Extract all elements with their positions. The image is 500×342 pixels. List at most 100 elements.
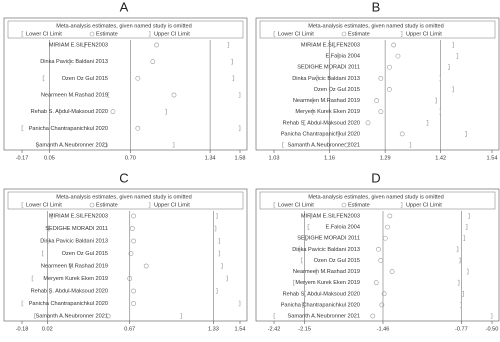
upper-ci-marker [226,275,228,282]
legend-box [7,20,244,39]
upper-ci-marker [457,279,460,286]
study-label: Rehab S. Abdul-Maksoud 2020 [31,109,108,115]
study-label: Dinka Pavicic Baldani 2013 [292,247,360,253]
lower-ci-marker [69,263,72,269]
legend-symbol [89,202,95,208]
study-label: SEDIGHE MORADI 2011 [45,226,108,232]
legend-symbol [148,202,151,208]
study-label: Ozen Oz Gul 2015 [314,87,360,93]
study-label: Nearmeen M.Rashad 2019 [293,98,360,104]
study-label: SEDIGHE MORADI 2011 [297,236,360,242]
upper-ci-marker [467,213,470,219]
lower-ci-marker [21,125,24,132]
estimate-marker [391,42,397,48]
upper-ci-marker [238,92,241,98]
legend-item: Lower CI Limit [21,202,62,208]
legend-box [7,191,244,210]
estimate-marker [370,313,376,319]
panel-letter: C [119,170,128,185]
lower-ci-marker [83,42,86,48]
estimate-marker [378,109,384,115]
upper-ci-marker [490,313,493,319]
legend-label: Upper CI Limit [406,31,442,37]
upper-ci-marker [466,268,469,275]
upper-ci-marker [439,75,442,82]
lower-ci-marker [59,108,61,115]
upper-ci-marker [214,225,217,232]
upper-ci-marker [439,108,442,115]
estimate-marker [387,64,392,70]
upper-ci-marker [227,42,230,48]
upper-ci-marker [232,75,235,82]
legend-item: Lower CI Limit [273,202,314,208]
estimate-marker [110,109,116,115]
study-label: MIRIAM E.SILFEN2003 [49,42,108,48]
estimate-marker [131,238,136,244]
x-tick-label: -0.77 [455,326,468,332]
lower-ci-marker [303,119,306,126]
estimate-marker [395,53,401,59]
panel: C Meta-analysis estimates, given named st… [3,170,248,332]
lower-ci-marker [305,235,308,242]
upper-ci-marker [452,86,454,93]
study-label: E.Faloia 2004 [325,225,360,231]
estimate-marker [105,313,111,319]
plot-frame [255,188,500,322]
legend-label: Estimate [96,31,118,37]
lower-ci-marker [293,279,295,286]
plot-frame [3,17,248,151]
upper-ci-marker [215,213,218,219]
study-label: Nearmeen M.Rashad 2019 [293,269,360,275]
x-tick-label: 1.03 [269,155,280,161]
legend-label: Lower CI Limit [26,202,62,208]
legend-label: Upper CI Limit [406,202,442,208]
legend-title: Meta-analysis estimates, given named stu… [56,23,192,29]
lower-ci-marker [315,268,318,275]
estimate-marker [379,302,385,308]
lower-ci-marker [36,142,39,148]
estimate-marker [385,224,390,230]
study-label: Dinka Pavicic Baldani 2013 [40,59,108,65]
x-tick-label: -0.18 [16,326,29,332]
study-label: MIRIAM E.SILFEN2003 [49,213,108,219]
lower-ci-marker [69,58,71,65]
plot-frame [3,188,248,322]
legend-box [259,191,496,210]
lower-ci-marker [47,238,49,244]
study-label: Samanth A.Neubronner 2021 [36,313,108,319]
estimate-marker [373,280,379,286]
lower-ci-marker [329,64,331,71]
upper-ci-marker [215,288,218,294]
legend-item: Estimate [89,202,118,208]
lower-ci-marker [273,313,276,319]
upper-ci-marker [172,142,175,148]
upper-ci-marker [409,142,412,148]
study-label: Meryem Kurek Eken 2019 [295,280,360,286]
lower-ci-marker [107,92,110,98]
legend-label: Estimate [96,202,118,208]
lower-ci-marker [310,213,312,219]
x-tick-label: -2.42 [268,326,281,332]
x-tick-label: 0.02 [42,326,53,332]
upper-ci-marker [238,125,241,132]
estimate-marker [129,226,135,231]
x-tick-label: 1.34 [205,155,216,161]
legend-symbol [148,31,151,37]
legend-label: Lower CI Limit [278,202,314,208]
upper-ci-marker [220,263,223,269]
lower-ci-marker [307,224,310,230]
estimate-marker [387,213,393,219]
lower-ci-marker [42,75,45,82]
upper-ci-marker [447,64,450,71]
x-tick-label: 1.29 [380,155,391,161]
x-tick-label: 1.54 [235,326,246,332]
estimate-marker [143,263,149,269]
upper-ci-marker [218,238,221,244]
estimate-marker [374,98,379,103]
x-tick-label: 0.05 [44,155,55,161]
estimate-marker [389,269,395,274]
legend-title: Meta-analysis estimates, given named stu… [308,23,444,29]
estimate-marker [387,87,392,92]
x-tick-label: -1.46 [377,326,390,332]
lower-ci-marker [316,75,319,82]
